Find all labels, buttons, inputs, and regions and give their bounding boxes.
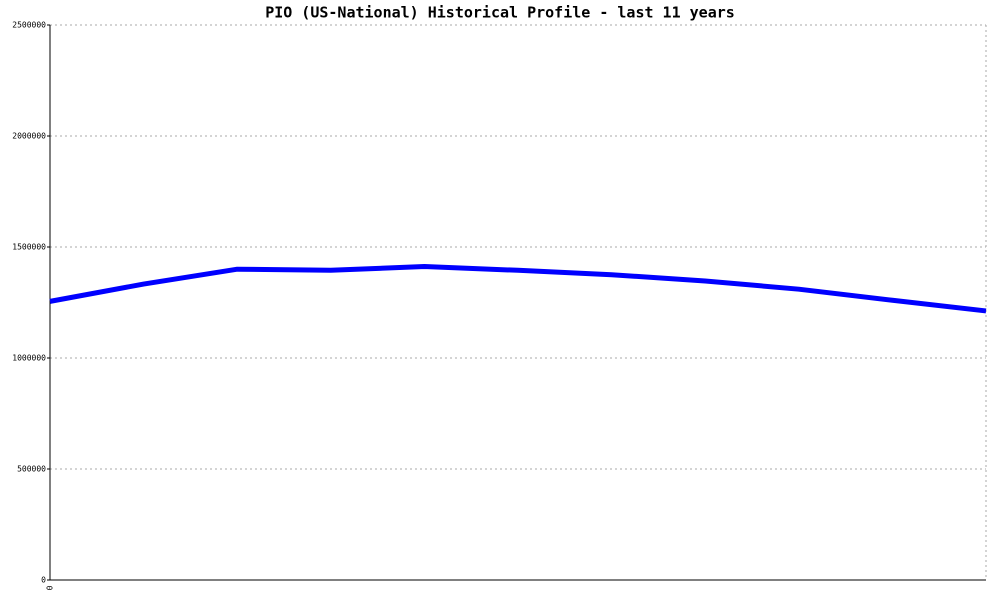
- y-tick-label: 2000000: [12, 132, 46, 141]
- y-tick-label: 1000000: [12, 354, 46, 363]
- y-tick-label: 1500000: [12, 243, 46, 252]
- x-tick-label: 0: [46, 585, 55, 590]
- y-tick-label: 500000: [17, 465, 46, 474]
- y-tick-label: 2500000: [12, 21, 46, 30]
- y-tick-label: 0: [41, 576, 46, 585]
- data-line: [49, 264, 987, 314]
- chart-title: PIO (US-National) Historical Profile - l…: [265, 4, 735, 22]
